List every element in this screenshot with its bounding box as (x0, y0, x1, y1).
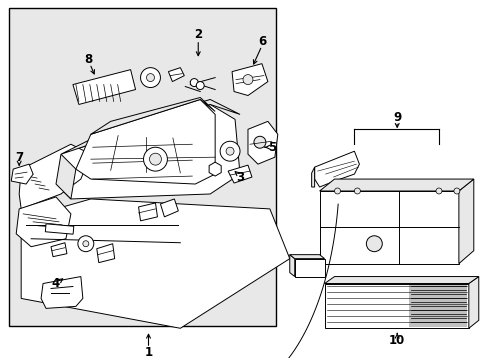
Circle shape (149, 153, 161, 165)
Polygon shape (138, 203, 157, 221)
Polygon shape (319, 179, 473, 191)
Circle shape (354, 188, 360, 194)
Circle shape (220, 141, 240, 161)
Text: 8: 8 (84, 53, 93, 66)
Polygon shape (247, 121, 277, 164)
Bar (9, 8, 275, 326)
Polygon shape (289, 255, 294, 276)
Polygon shape (311, 167, 314, 187)
Text: 1: 1 (144, 346, 152, 359)
Polygon shape (289, 255, 324, 258)
Polygon shape (56, 104, 240, 199)
Circle shape (143, 147, 167, 171)
Polygon shape (232, 64, 267, 95)
Polygon shape (16, 197, 71, 247)
Text: 3: 3 (236, 171, 244, 184)
Circle shape (435, 188, 441, 194)
Circle shape (140, 68, 160, 87)
Circle shape (196, 82, 204, 90)
Polygon shape (91, 98, 215, 134)
Polygon shape (73, 69, 135, 104)
Circle shape (225, 147, 234, 155)
Circle shape (253, 136, 265, 148)
Text: 7: 7 (15, 151, 23, 164)
Polygon shape (11, 164, 33, 184)
Polygon shape (168, 68, 184, 82)
Polygon shape (61, 99, 240, 154)
Polygon shape (294, 258, 324, 276)
Polygon shape (324, 284, 468, 328)
Polygon shape (468, 276, 478, 328)
Polygon shape (51, 243, 67, 257)
Polygon shape (19, 144, 91, 209)
Polygon shape (41, 276, 82, 309)
Circle shape (82, 241, 89, 247)
Circle shape (334, 188, 340, 194)
Circle shape (78, 236, 94, 252)
Polygon shape (209, 162, 221, 176)
Polygon shape (314, 151, 359, 187)
Circle shape (243, 75, 252, 85)
Polygon shape (21, 199, 289, 328)
Text: 5: 5 (267, 141, 275, 154)
Polygon shape (458, 179, 473, 264)
Circle shape (190, 78, 198, 86)
Circle shape (366, 236, 382, 252)
Bar (45, 224, 74, 234)
Text: 9: 9 (392, 111, 401, 124)
Polygon shape (160, 199, 178, 217)
Text: 6: 6 (257, 35, 265, 48)
Text: 10: 10 (388, 334, 405, 347)
Polygon shape (227, 165, 251, 183)
Polygon shape (56, 154, 76, 199)
Text: 4: 4 (52, 277, 60, 290)
Circle shape (146, 73, 154, 82)
Circle shape (453, 188, 459, 194)
Polygon shape (324, 276, 478, 284)
Polygon shape (319, 191, 458, 264)
Bar (408, 284, 466, 327)
Text: 2: 2 (194, 28, 202, 41)
Polygon shape (97, 244, 115, 263)
Polygon shape (76, 99, 215, 184)
